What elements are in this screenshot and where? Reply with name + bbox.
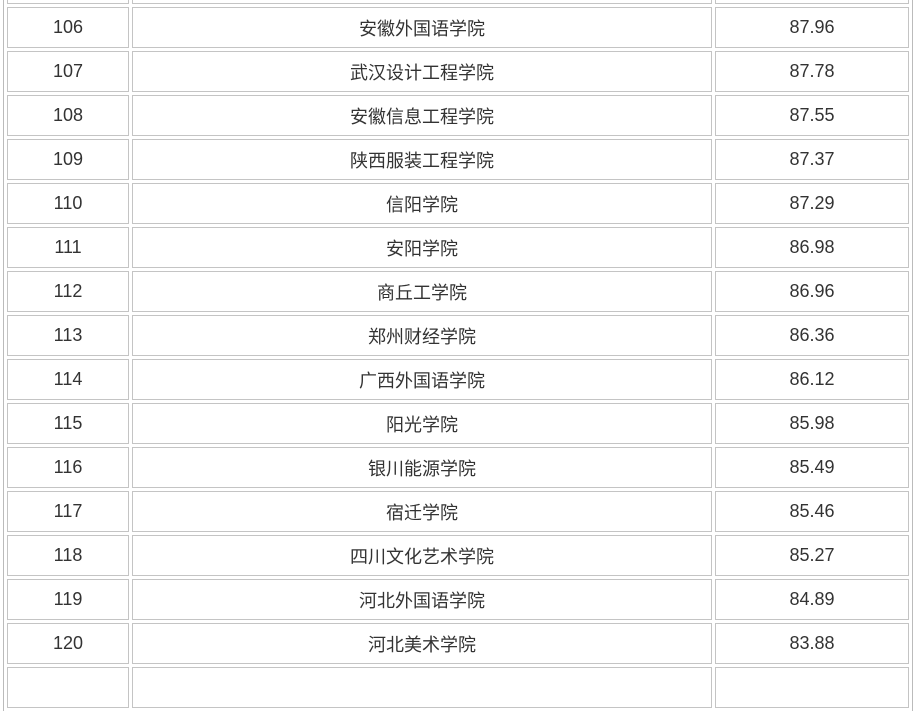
school-name-cell: 武汉设计工程学院 (132, 51, 712, 92)
table-row: 112 商丘工学院 86.96 (7, 271, 909, 312)
school-name-cell: 郑州财经学院 (132, 315, 712, 356)
table-row-partial (7, 0, 909, 4)
table-row: 117 宿迁学院 85.46 (7, 491, 909, 532)
rank-cell: 110 (7, 183, 129, 224)
school-name-cell: 安阳学院 (132, 227, 712, 268)
table-row: 116 银川能源学院 85.49 (7, 447, 909, 488)
rank-cell: 115 (7, 403, 129, 444)
score-cell: 86.98 (715, 227, 909, 268)
table-row: 115 阳光学院 85.98 (7, 403, 909, 444)
table-row: 120 河北美术学院 83.88 (7, 623, 909, 664)
school-name-cell: 信阳学院 (132, 183, 712, 224)
cell (132, 667, 712, 708)
ranking-table: 106 安徽外国语学院 87.96 107 武汉设计工程学院 87.78 108 安徽信息工程… (4, 0, 912, 711)
table-row-partial (7, 667, 909, 708)
score-cell: 87.55 (715, 95, 909, 136)
score-cell: 84.89 (715, 579, 909, 620)
score-cell: 83.88 (715, 623, 909, 664)
school-name-cell: 阳光学院 (132, 403, 712, 444)
score-cell: 87.37 (715, 139, 909, 180)
table-row: 111 安阳学院 86.98 (7, 227, 909, 268)
rank-cell: 116 (7, 447, 129, 488)
rank-cell: 113 (7, 315, 129, 356)
school-name-cell: 宿迁学院 (132, 491, 712, 532)
score-cell: 86.36 (715, 315, 909, 356)
table-row: 113 郑州财经学院 86.36 (7, 315, 909, 356)
school-name-cell: 安徽信息工程学院 (132, 95, 712, 136)
table-row: 109 陕西服装工程学院 87.37 (7, 139, 909, 180)
rank-cell: 107 (7, 51, 129, 92)
rank-cell: 111 (7, 227, 129, 268)
table-row: 119 河北外国语学院 84.89 (7, 579, 909, 620)
cell (715, 0, 909, 4)
school-name-cell: 银川能源学院 (132, 447, 712, 488)
cell (132, 0, 712, 4)
school-name-cell: 商丘工学院 (132, 271, 712, 312)
table-row: 108 安徽信息工程学院 87.55 (7, 95, 909, 136)
cell (7, 667, 129, 708)
rank-cell: 119 (7, 579, 129, 620)
school-name-cell: 安徽外国语学院 (132, 7, 712, 48)
rank-cell: 106 (7, 7, 129, 48)
school-name-cell: 四川文化艺术学院 (132, 535, 712, 576)
rank-cell: 108 (7, 95, 129, 136)
table-row: 110 信阳学院 87.29 (7, 183, 909, 224)
score-cell: 87.78 (715, 51, 909, 92)
school-name-cell: 河北外国语学院 (132, 579, 712, 620)
score-cell: 85.49 (715, 447, 909, 488)
score-cell: 85.27 (715, 535, 909, 576)
table-row: 107 武汉设计工程学院 87.78 (7, 51, 909, 92)
score-cell: 87.96 (715, 7, 909, 48)
school-name-cell: 广西外国语学院 (132, 359, 712, 400)
cell (7, 0, 129, 4)
rank-cell: 117 (7, 491, 129, 532)
cell (715, 667, 909, 708)
rank-cell: 114 (7, 359, 129, 400)
school-name-cell: 河北美术学院 (132, 623, 712, 664)
table-row: 114 广西外国语学院 86.12 (7, 359, 909, 400)
rank-cell: 120 (7, 623, 129, 664)
school-name-cell: 陕西服装工程学院 (132, 139, 712, 180)
score-cell: 86.96 (715, 271, 909, 312)
rank-cell: 118 (7, 535, 129, 576)
table-row: 118 四川文化艺术学院 85.27 (7, 535, 909, 576)
score-cell: 85.46 (715, 491, 909, 532)
score-cell: 85.98 (715, 403, 909, 444)
ranking-table-container: 106 安徽外国语学院 87.96 107 武汉设计工程学院 87.78 108 安徽信息工程… (3, 0, 913, 711)
score-cell: 86.12 (715, 359, 909, 400)
table-row: 106 安徽外国语学院 87.96 (7, 7, 909, 48)
rank-cell: 109 (7, 139, 129, 180)
score-cell: 87.29 (715, 183, 909, 224)
rank-cell: 112 (7, 271, 129, 312)
